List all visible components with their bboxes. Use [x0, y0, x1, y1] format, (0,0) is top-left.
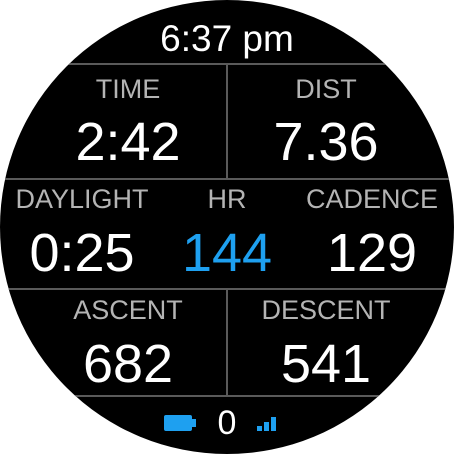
divider-vertical-upper [226, 64, 228, 178]
clock-time: 6:37 pm [160, 18, 294, 59]
hr-label: HR [207, 184, 247, 214]
descent-label: DESCENT [261, 295, 391, 325]
cadence-label: CADENCE [305, 184, 439, 214]
ascent-label: ASCENT [73, 295, 183, 325]
time-value: 2:42 [75, 112, 181, 172]
dist-value: 7.36 [273, 112, 379, 172]
cadence-value: 129 [326, 223, 418, 283]
hr-value: 144 [181, 223, 273, 283]
daylight-label: DAYLIGHT [15, 184, 149, 214]
battery-full-icon [164, 415, 196, 431]
divider-vertical-lower [226, 289, 228, 395]
status-bar: 0 [0, 404, 454, 442]
notification-count: 0 [217, 404, 237, 442]
signal-strength-icon [257, 415, 279, 431]
descent-value: 541 [280, 334, 372, 394]
dist-label: DIST [295, 74, 357, 104]
divider-bottom [0, 395, 454, 397]
time-label: TIME [95, 74, 161, 104]
daylight-value: 0:25 [29, 223, 135, 283]
divider-upper-middle [0, 178, 454, 180]
ascent-value: 682 [82, 334, 174, 394]
